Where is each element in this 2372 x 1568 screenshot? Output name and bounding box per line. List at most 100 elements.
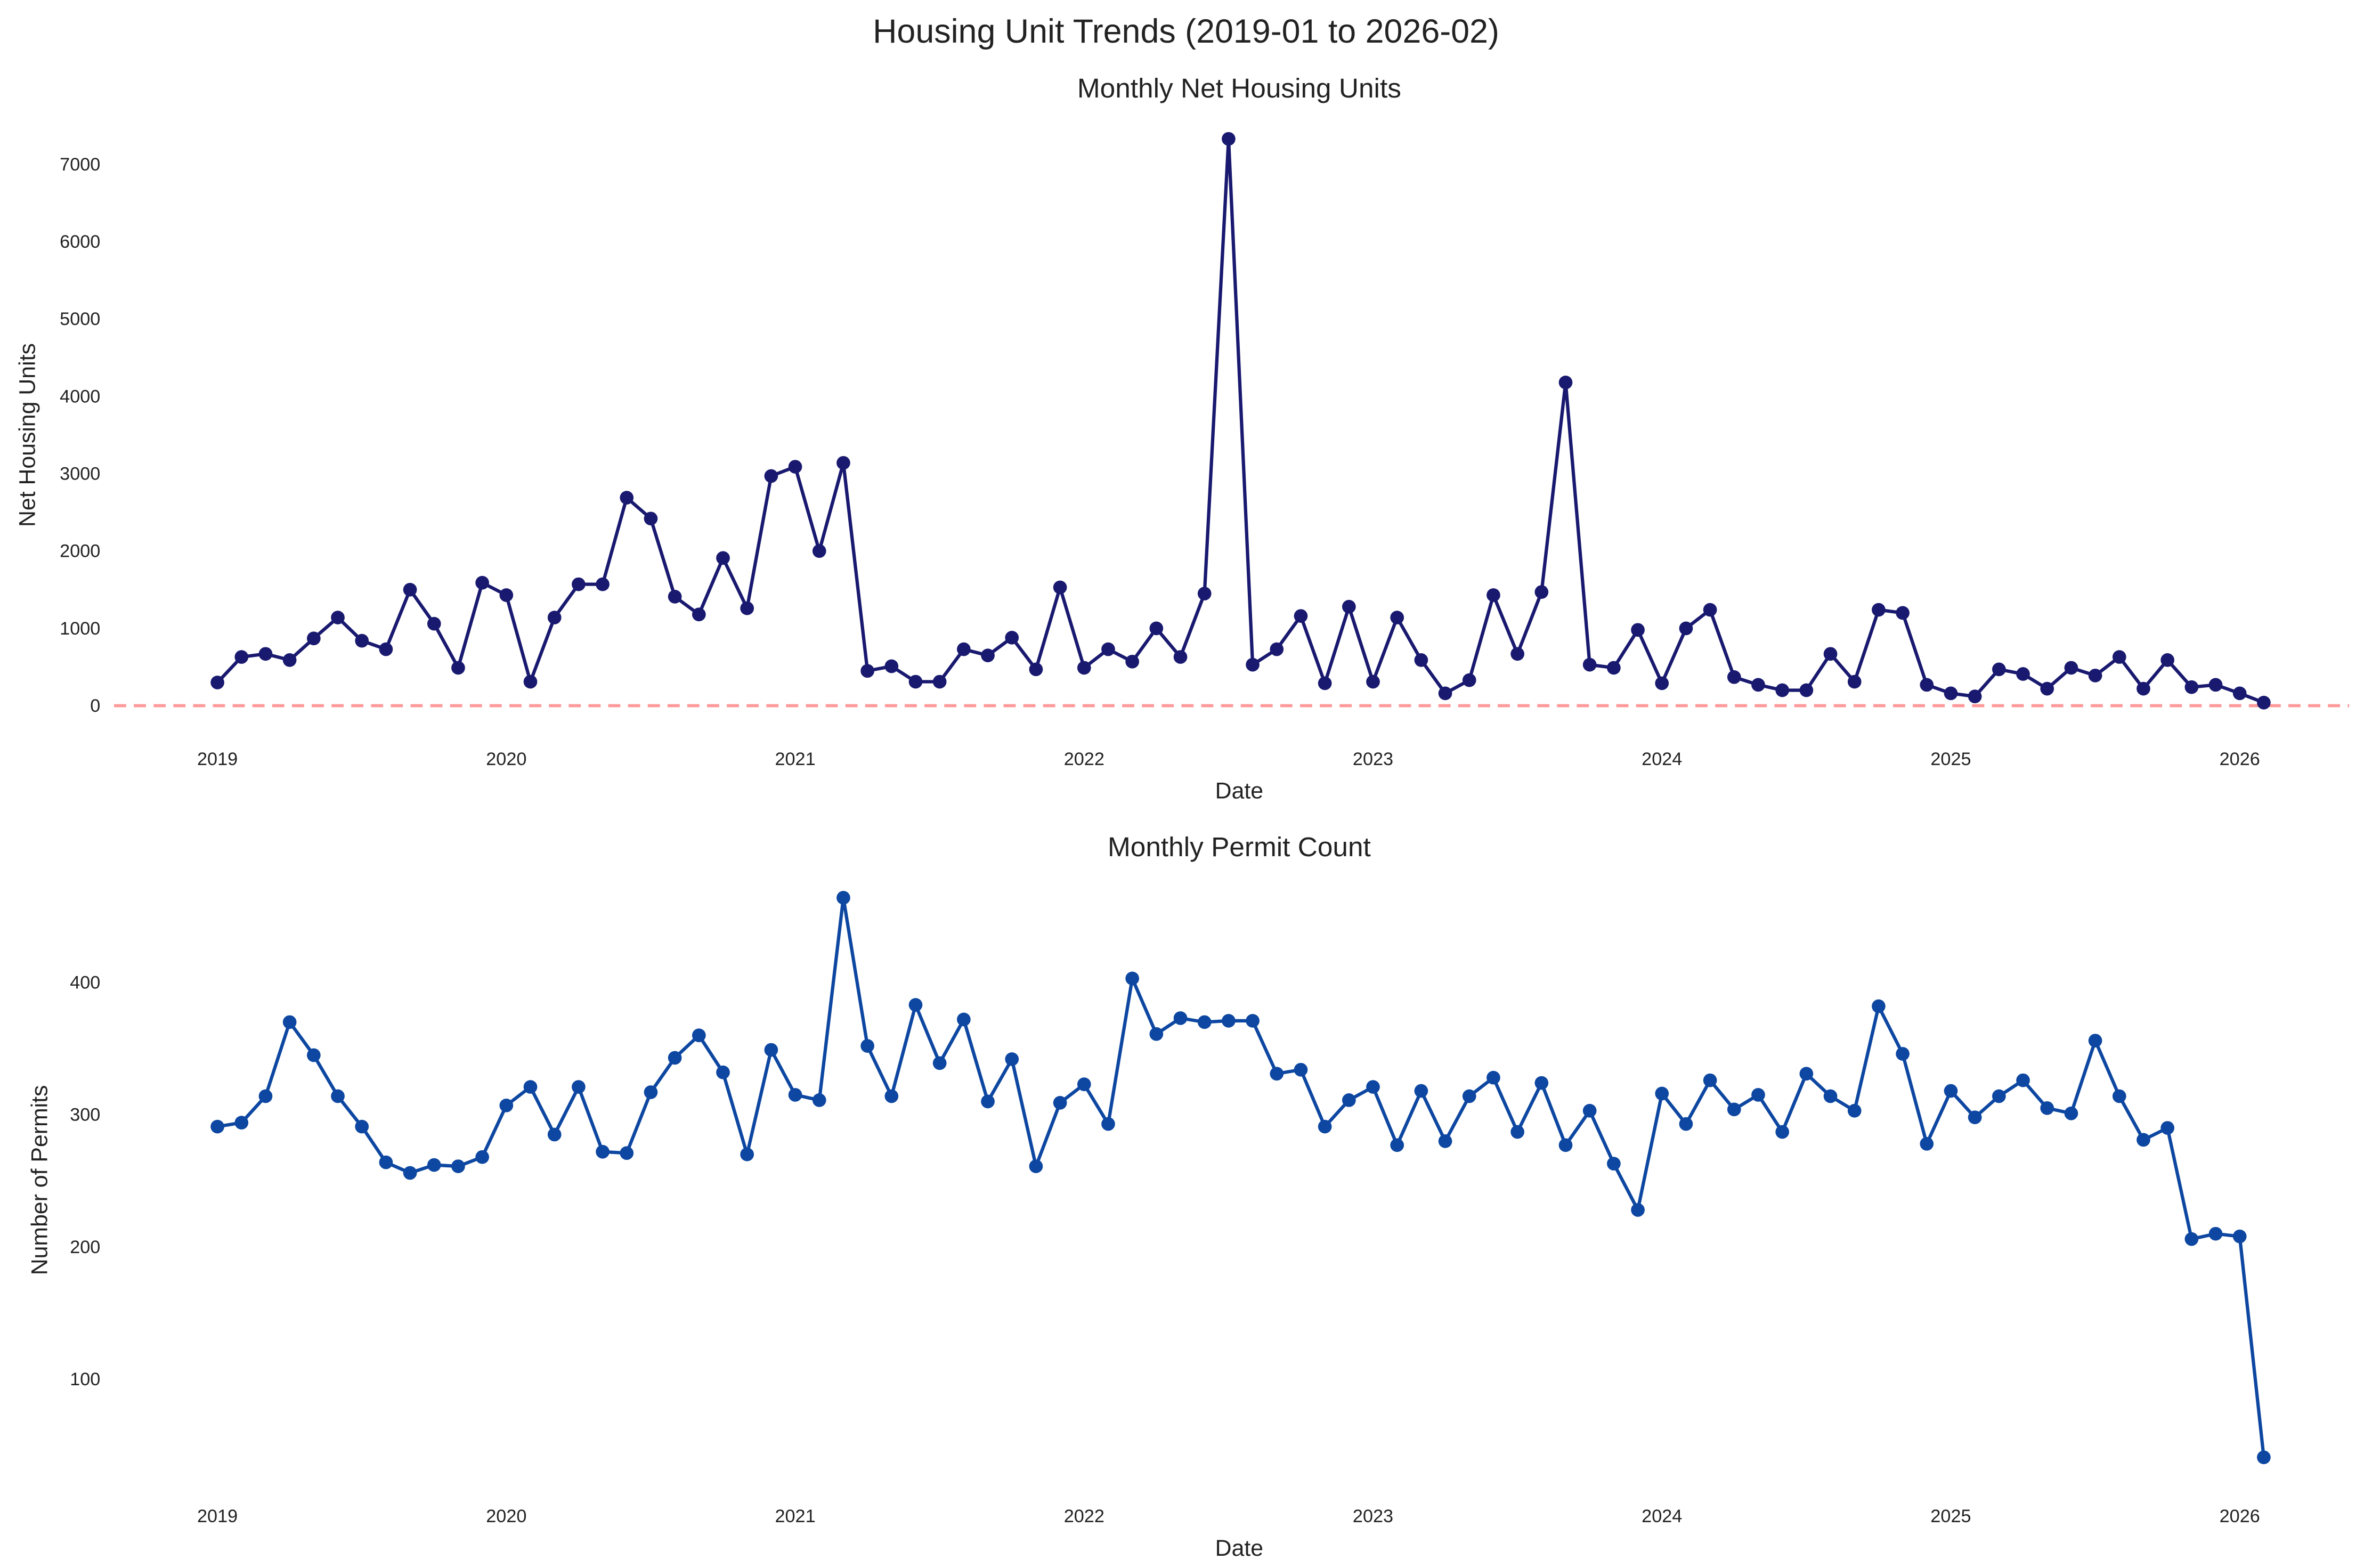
data-point xyxy=(1655,676,1669,690)
data-point xyxy=(1462,1089,1476,1103)
x-tick-label: 2019 xyxy=(197,749,238,769)
net-housing-units-chart: Monthly Net Housing Units Date Net Housi… xyxy=(15,73,2350,804)
data-point xyxy=(282,1015,297,1029)
data-point xyxy=(1727,1102,1741,1117)
y-tick-label: 3000 xyxy=(60,464,100,484)
data-point xyxy=(1944,1084,1958,1098)
series-line xyxy=(216,137,2265,704)
data-point xyxy=(1486,588,1500,602)
data-point xyxy=(1703,603,1717,617)
data-point xyxy=(2088,1034,2102,1048)
data-point xyxy=(1486,1070,1500,1085)
data-point xyxy=(860,664,874,678)
x-tick-label: 2026 xyxy=(2220,1506,2260,1526)
x-tick-label: 2020 xyxy=(486,1506,526,1526)
data-point xyxy=(1246,1014,1260,1028)
y-tick-label: 2000 xyxy=(60,541,100,562)
permit-count-chart: Monthly Permit Count Date Number of Perm… xyxy=(27,832,2271,1561)
data-point xyxy=(1366,1080,1380,1094)
data-point xyxy=(234,650,249,664)
data-point xyxy=(258,647,273,661)
data-point xyxy=(1896,1047,1910,1061)
data-point xyxy=(1679,1117,1693,1131)
data-point xyxy=(1318,676,1332,690)
y-tick-label: 100 xyxy=(70,1369,100,1390)
data-point xyxy=(1920,678,1934,692)
data-point xyxy=(451,1159,465,1173)
data-point xyxy=(2064,1106,2078,1120)
y-tick-label: 4000 xyxy=(60,386,100,407)
data-point xyxy=(1149,1027,1164,1041)
data-point xyxy=(282,653,297,667)
data-point xyxy=(1294,609,1308,623)
y-tick-label: 6000 xyxy=(60,232,100,252)
data-point xyxy=(1294,1062,1308,1077)
data-point xyxy=(1005,630,1019,645)
data-point xyxy=(234,1116,249,1130)
data-point xyxy=(1751,678,1765,692)
data-point xyxy=(1197,587,1212,600)
data-point xyxy=(2016,667,2030,681)
data-point xyxy=(884,1089,899,1103)
data-point xyxy=(1847,675,1862,689)
data-point xyxy=(644,1085,658,1099)
data-point xyxy=(1510,1125,1524,1139)
data-point xyxy=(1270,642,1284,656)
data-point xyxy=(1510,647,1524,661)
data-point xyxy=(1125,654,1140,669)
data-point xyxy=(2257,1450,2271,1465)
data-point xyxy=(716,551,730,565)
data-point xyxy=(1222,1014,1236,1028)
y-tick-label: 200 xyxy=(70,1237,100,1257)
data-point xyxy=(1462,673,1476,687)
data-point xyxy=(957,642,971,656)
data-point xyxy=(547,611,562,624)
data-point xyxy=(2208,1226,2223,1241)
data-point xyxy=(716,1065,730,1079)
data-point xyxy=(981,1094,995,1109)
data-point xyxy=(547,1127,562,1142)
data-point xyxy=(1823,1089,1838,1103)
data-point xyxy=(1703,1073,1717,1087)
data-point xyxy=(1390,1138,1404,1152)
data-point xyxy=(2184,1232,2199,1246)
data-point xyxy=(812,1093,826,1107)
x-tick-label: 2023 xyxy=(1353,749,1393,769)
data-point xyxy=(1534,1076,1549,1090)
data-point xyxy=(1896,606,1910,620)
data-point xyxy=(523,1080,538,1094)
data-point xyxy=(355,633,369,648)
data-point xyxy=(307,631,321,646)
data-point xyxy=(1847,1103,1862,1118)
data-point xyxy=(1558,376,1573,389)
data-point xyxy=(1582,657,1597,672)
x-tick-label: 2025 xyxy=(1930,749,1971,769)
data-point xyxy=(1053,580,1067,595)
data-point xyxy=(620,491,634,505)
data-point xyxy=(1005,1052,1019,1066)
data-point xyxy=(2112,1089,2126,1103)
data-point xyxy=(620,1146,634,1160)
data-point xyxy=(836,891,850,905)
data-point xyxy=(908,675,923,689)
data-point xyxy=(1125,971,1140,986)
data-point xyxy=(355,1119,369,1134)
data-point xyxy=(740,1147,754,1161)
data-point xyxy=(1775,1125,1790,1139)
x-tick-label: 2020 xyxy=(486,749,526,769)
data-point xyxy=(644,511,658,526)
data-point xyxy=(1799,1067,1814,1081)
x-tick-label: 2025 xyxy=(1930,1506,1971,1526)
data-point xyxy=(1438,686,1452,701)
x-tick-label: 2019 xyxy=(197,1506,238,1526)
data-point xyxy=(1173,1011,1188,1025)
data-point xyxy=(2232,1229,2247,1244)
x-tick-label: 2022 xyxy=(1064,749,1104,769)
data-point xyxy=(1342,599,1356,614)
data-point xyxy=(1607,1157,1621,1171)
data-point xyxy=(572,577,586,591)
x-axis-label: Date xyxy=(1215,1535,1263,1561)
y-axis-label: Number of Permits xyxy=(27,1085,52,1275)
chart-title: Monthly Permit Count xyxy=(1108,832,1371,862)
